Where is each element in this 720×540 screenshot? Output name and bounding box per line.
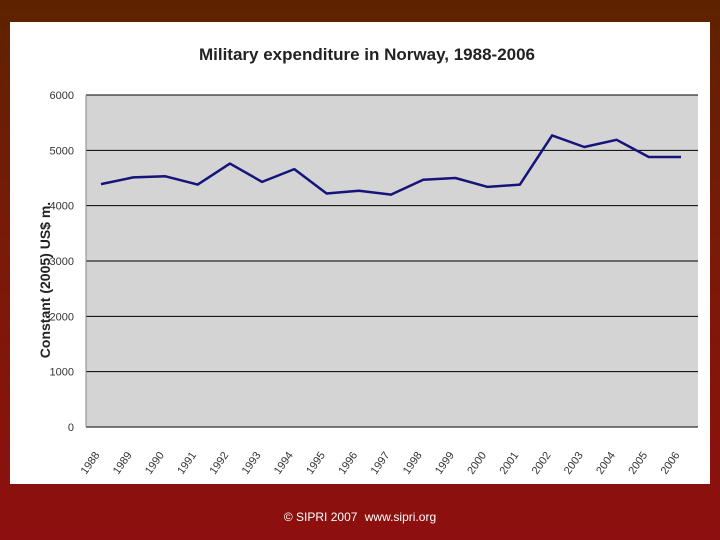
- y-tick-label: 1000: [50, 367, 74, 379]
- x-tick-label: 1995: [304, 450, 328, 477]
- x-tick-label: 2005: [626, 450, 650, 477]
- x-tick-label: 1993: [240, 450, 264, 477]
- x-tick-label: 1994: [272, 450, 296, 477]
- x-tick-label: 2000: [465, 450, 489, 477]
- y-tick-label: 4000: [50, 201, 74, 213]
- y-tick-label: 2000: [50, 311, 74, 323]
- copyright-text: © SIPRI 2007: [283, 510, 358, 524]
- x-tick-label: 2006: [659, 450, 683, 477]
- x-tick-label: 1996: [336, 450, 360, 477]
- x-tick-label: 1992: [207, 450, 231, 477]
- y-tick-label: 3000: [50, 256, 74, 268]
- x-tick-label: 1990: [143, 450, 167, 477]
- footer: © SIPRI 2007 www.sipri.org: [0, 510, 720, 524]
- x-tick-label: 2004: [594, 450, 618, 477]
- x-tick-label: 1999: [433, 450, 457, 477]
- y-tick-label: 6000: [50, 90, 74, 102]
- x-tick-label: 1991: [175, 450, 199, 477]
- slide-panel: Military expenditure in Norway, 1988-200…: [10, 22, 710, 484]
- x-tick-label: 1997: [369, 450, 393, 477]
- chart-title: Military expenditure in Norway, 1988-200…: [199, 45, 535, 64]
- sipri-link[interactable]: www.sipri.org: [364, 510, 437, 524]
- line-chart: Military expenditure in Norway, 1988-200…: [37, 45, 698, 477]
- y-tick-label: 0: [68, 422, 74, 434]
- y-axis-label: Constant (2005) US$ m.: [37, 202, 53, 358]
- y-tick-label: 5000: [50, 145, 74, 157]
- x-tick-label: 1998: [401, 450, 425, 477]
- x-tick-label: 2002: [530, 450, 554, 477]
- x-tick-label: 2001: [497, 450, 521, 477]
- x-tick-label: 2003: [562, 450, 586, 477]
- x-tick-label: 1988: [79, 450, 103, 477]
- x-tick-label: 1989: [111, 450, 135, 477]
- series-line: [100, 134, 681, 196]
